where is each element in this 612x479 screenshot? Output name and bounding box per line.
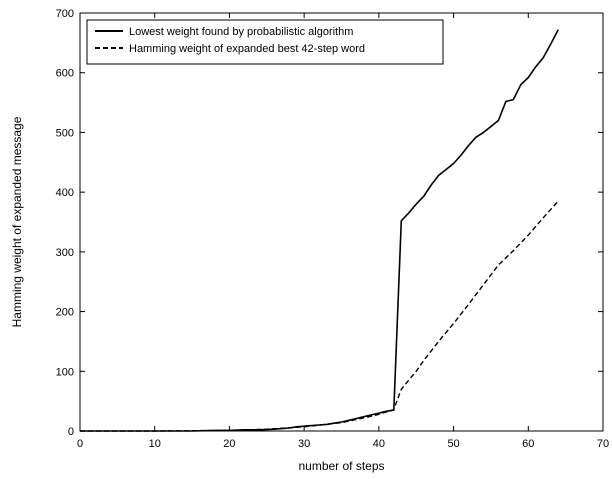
plot-area	[79, 12, 604, 432]
x-tick-label: 20	[223, 438, 235, 450]
y-tick-label: 300	[56, 247, 74, 259]
x-axis-title: number of steps	[298, 459, 384, 473]
x-tick-label: 60	[522, 438, 534, 450]
y-tick-label: 0	[68, 426, 74, 438]
y-tick-label: 400	[56, 187, 74, 199]
x-tick-label: 10	[149, 438, 161, 450]
y-axis-title: Hamming weight of expanded message	[10, 116, 24, 327]
series-layer	[80, 29, 559, 432]
x-tick-label: 30	[298, 438, 310, 450]
y-tick-label: 600	[56, 68, 74, 80]
x-tick-label: 50	[447, 438, 459, 450]
legend-label-1: Lowest weight found by probabilistic alg…	[129, 26, 353, 38]
y-tick-label: 100	[56, 366, 74, 378]
legend-box	[86, 19, 444, 65]
legend-label-2: Hamming weight of expanded best 42-step …	[129, 43, 365, 55]
x-tick-label: 40	[373, 438, 385, 450]
y-tick-label: 700	[56, 8, 74, 20]
y-tick-label: 500	[56, 127, 74, 139]
legend: Lowest weight found by probabilistic alg…	[86, 19, 444, 65]
x-tick-label: 0	[77, 438, 83, 450]
x-tick-label: 70	[597, 438, 609, 450]
y-tick-label: 200	[56, 307, 74, 319]
series-line-2	[80, 200, 559, 432]
